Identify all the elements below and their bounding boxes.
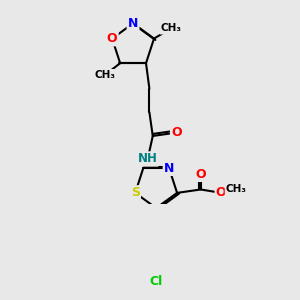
Text: S: S bbox=[131, 186, 140, 200]
Text: O: O bbox=[171, 126, 182, 139]
Text: N: N bbox=[164, 162, 174, 175]
Text: Cl: Cl bbox=[149, 275, 163, 288]
Text: O: O bbox=[196, 168, 206, 181]
Text: N: N bbox=[128, 17, 138, 30]
Text: O: O bbox=[107, 32, 118, 45]
Text: O: O bbox=[216, 186, 226, 200]
Text: CH₃: CH₃ bbox=[160, 23, 182, 33]
Text: NH: NH bbox=[138, 152, 158, 166]
Text: CH₃: CH₃ bbox=[226, 184, 247, 194]
Text: CH₃: CH₃ bbox=[94, 70, 116, 80]
